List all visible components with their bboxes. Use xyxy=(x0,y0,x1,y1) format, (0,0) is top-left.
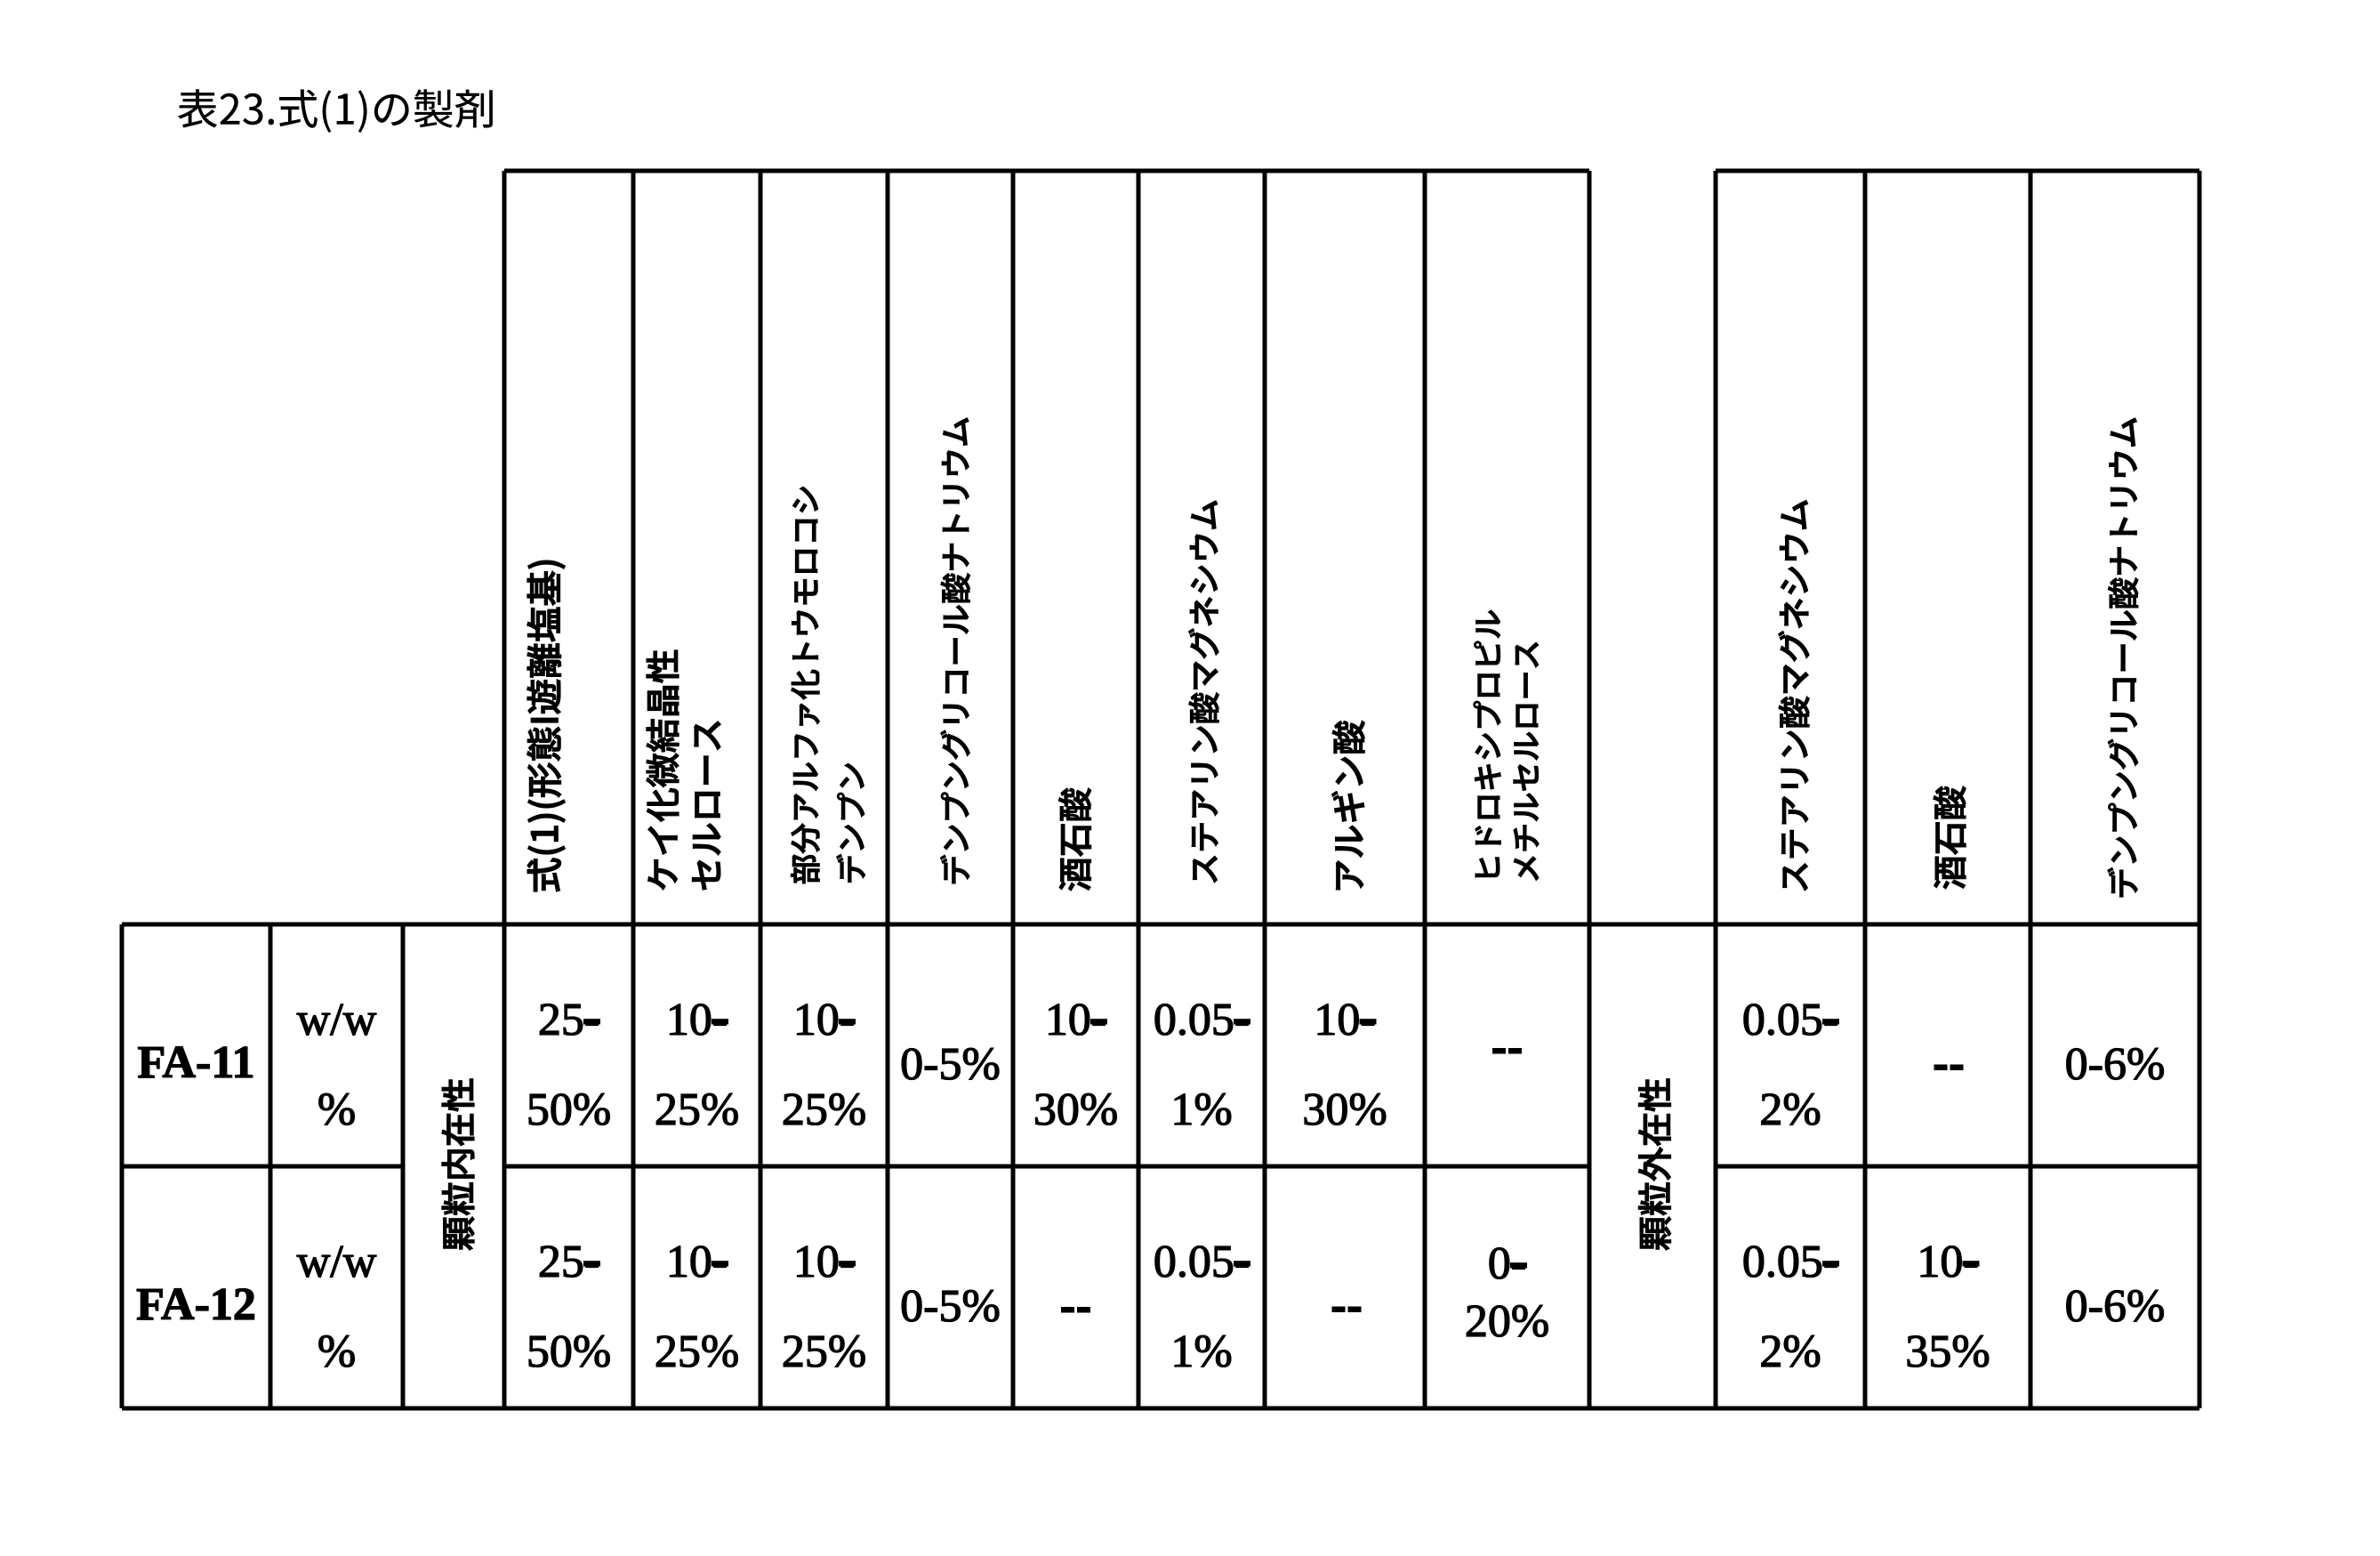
svg-text:FA-12: FA-12 xyxy=(136,1279,256,1330)
svg-text:1%: 1% xyxy=(1170,1084,1232,1135)
svg-text:10-: 10- xyxy=(666,995,728,1045)
svg-text:25%: 25% xyxy=(655,1084,739,1135)
svg-text:25%: 25% xyxy=(782,1084,866,1135)
svg-text:20%: 20% xyxy=(1465,1296,1549,1347)
svg-text:0-5%: 0-5% xyxy=(900,1281,1001,1332)
svg-text:0.05-: 0.05- xyxy=(1154,995,1250,1045)
svg-text:0-6%: 0-6% xyxy=(2065,1281,2166,1332)
svg-text:0-6%: 0-6% xyxy=(2065,1039,2166,1090)
svg-text:w/w: w/w xyxy=(297,995,377,1045)
svg-text:25-: 25- xyxy=(538,995,599,1045)
svg-text:1%: 1% xyxy=(1170,1326,1232,1377)
svg-text:0-5%: 0-5% xyxy=(900,1039,1001,1090)
svg-text:2%: 2% xyxy=(1759,1326,1821,1377)
svg-text:10-: 10- xyxy=(1045,995,1106,1045)
svg-text:25-: 25- xyxy=(538,1237,599,1287)
svg-text:0.05-: 0.05- xyxy=(1742,995,1838,1045)
svg-text:2%: 2% xyxy=(1759,1084,1821,1135)
svg-text:0.05-: 0.05- xyxy=(1742,1237,1838,1287)
svg-text:30%: 30% xyxy=(1302,1084,1387,1135)
svg-text:30%: 30% xyxy=(1033,1084,1118,1135)
svg-text:10-: 10- xyxy=(1314,995,1375,1045)
svg-text:10-: 10- xyxy=(666,1237,728,1287)
svg-text:FA-11: FA-11 xyxy=(138,1037,255,1088)
svg-text:10-: 10- xyxy=(1917,1237,1978,1287)
svg-text:35%: 35% xyxy=(1905,1326,1990,1377)
svg-text:w/w: w/w xyxy=(297,1237,377,1287)
svg-text:0-: 0- xyxy=(1488,1238,1526,1289)
svg-text:10-: 10- xyxy=(793,995,855,1045)
svg-text:%: % xyxy=(318,1084,356,1135)
svg-text:50%: 50% xyxy=(527,1326,611,1377)
svg-text:50%: 50% xyxy=(527,1084,611,1135)
svg-text:25%: 25% xyxy=(655,1326,739,1377)
svg-text:%: % xyxy=(318,1326,356,1377)
svg-text:10-: 10- xyxy=(793,1237,855,1287)
svg-text:0.05-: 0.05- xyxy=(1154,1237,1250,1287)
svg-text:25%: 25% xyxy=(782,1326,866,1377)
